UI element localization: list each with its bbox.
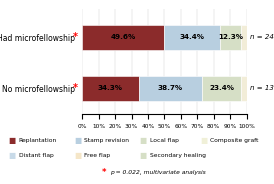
Text: 34.3%: 34.3%	[98, 86, 123, 91]
Bar	[202, 76, 241, 101]
Text: Stamp revision: Stamp revision	[84, 138, 129, 143]
Bar	[82, 76, 139, 101]
Text: ■: ■	[140, 151, 147, 160]
Text: 23.4%: 23.4%	[209, 86, 234, 91]
Text: ■: ■	[8, 136, 15, 145]
Text: Distant flap: Distant flap	[19, 153, 53, 158]
Text: *: *	[73, 32, 78, 42]
Bar	[241, 76, 247, 101]
Text: *: *	[102, 168, 106, 176]
Text: ■: ■	[200, 136, 207, 145]
Text: ■: ■	[140, 136, 147, 145]
Text: Free flap: Free flap	[84, 153, 110, 158]
Text: ■: ■	[8, 151, 15, 160]
Text: *: *	[73, 84, 78, 93]
Text: 49.6%: 49.6%	[110, 34, 136, 40]
Text: Secondary healing: Secondary healing	[150, 153, 206, 158]
Text: ■: ■	[74, 151, 81, 160]
Text: Replantation: Replantation	[19, 138, 57, 143]
Text: p = 0.022, multivariate analysis: p = 0.022, multivariate analysis	[110, 169, 205, 175]
Text: Local flap: Local flap	[150, 138, 179, 143]
Text: Composite graft: Composite graft	[210, 138, 259, 143]
Text: 12.3%: 12.3%	[218, 34, 243, 40]
Text: n = 244: n = 244	[250, 34, 274, 40]
Bar	[241, 24, 247, 50]
Bar	[164, 24, 220, 50]
Text: ■: ■	[74, 136, 81, 145]
Bar	[220, 24, 241, 50]
Text: n = 137: n = 137	[250, 86, 274, 91]
Text: 38.7%: 38.7%	[158, 86, 183, 91]
Bar	[139, 76, 202, 101]
Bar	[82, 24, 164, 50]
Text: 34.4%: 34.4%	[179, 34, 204, 40]
